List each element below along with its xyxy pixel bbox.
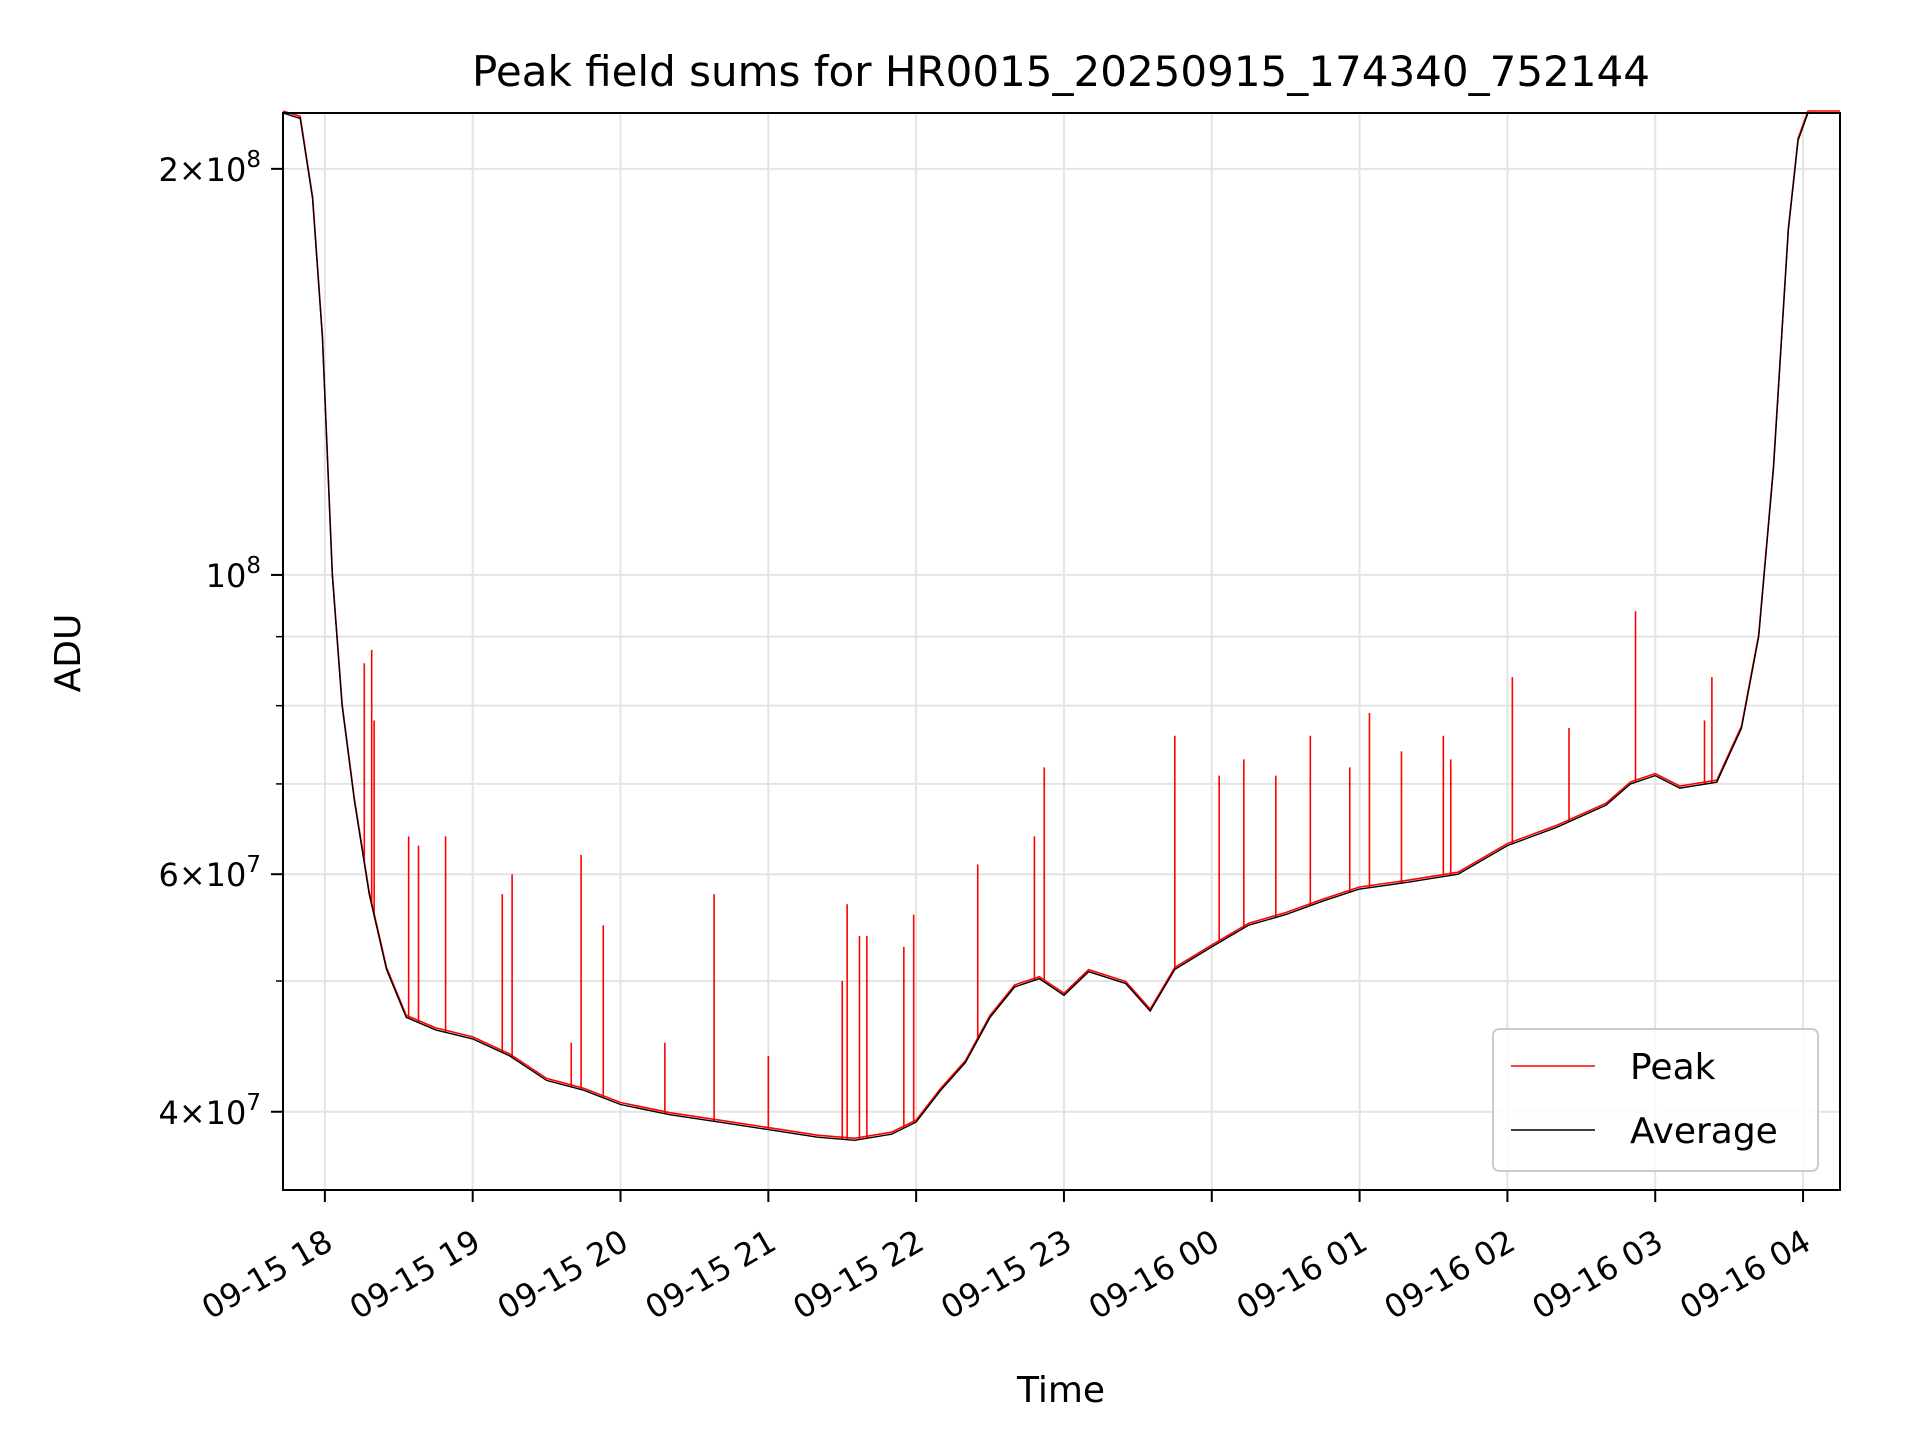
grid-lines [283, 113, 1840, 1190]
y-tick-label: 108 [206, 553, 261, 595]
x-axis-label: Time [1016, 1370, 1105, 1411]
legend-label-average: Average [1630, 1111, 1778, 1152]
y-tick-label: 4×107 [158, 1090, 261, 1132]
series-layer [282, 110, 1840, 1142]
y-tick-label: 6×107 [158, 852, 261, 894]
plot-frame [282, 112, 1841, 1191]
y-axis-label: ADU [48, 614, 89, 693]
legend: Peak Average [1492, 1028, 1819, 1172]
y-tick-label: 2×108 [158, 147, 261, 189]
legend-label-peak: Peak [1630, 1047, 1716, 1088]
series-line-peak [282, 110, 1840, 1140]
series-line-average [282, 112, 1840, 1142]
legend-box [1492, 1028, 1819, 1172]
chart-title: Peak field sums for HR0015_20250915_1743… [472, 47, 1650, 96]
